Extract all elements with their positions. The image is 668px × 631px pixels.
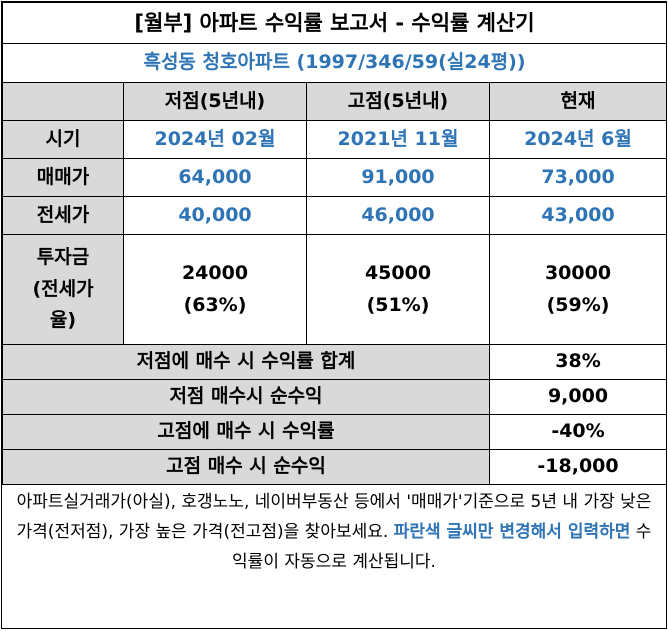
column-header-high: 고점(5년내) (306, 82, 490, 121)
investment-high-cell: 45000 (51%) (306, 234, 490, 345)
jeonse-price-low-cell[interactable]: 40,000 (123, 196, 307, 235)
investment-label-line: 투자금 (36, 245, 90, 268)
investment-amount: 30000 (544, 261, 612, 284)
yield-calculator-table: [월부] 아파트 수익률 보고서 - 수익률 계산기 흑성동 청호아파트 (19… (1, 2, 668, 485)
column-header-current: 현재 (488, 82, 668, 121)
sale-price-low-cell[interactable]: 64,000 (123, 158, 307, 197)
note-text-end: 수익률이 자동으로 계산됩니다. (232, 522, 652, 572)
investment-low-cell: 24000 (63%) (123, 234, 307, 345)
investment-ratio: (63%) (183, 293, 247, 316)
summary-value-low-yield: 38% (488, 344, 668, 380)
note-highlight: 파란색 글씨만 변경해서 입력하면 (393, 522, 631, 542)
summary-label-high-profit: 고점 매수 시 순수익 (2, 449, 490, 485)
investment-label-line: 율) (49, 309, 77, 332)
jeonse-price-high-cell[interactable]: 46,000 (306, 196, 490, 235)
period-current-cell[interactable]: 2024년 6월 (488, 120, 668, 159)
summary-label-high-yield: 고점에 매수 시 수익률 (2, 414, 490, 450)
investment-amount: 24000 (181, 261, 249, 284)
sale-price-current-cell[interactable]: 73,000 (488, 158, 668, 197)
investment-ratio: (59%) (546, 293, 610, 316)
investment-label-line: (전세가 (32, 277, 94, 300)
investment-current-cell: 30000 (59%) (488, 234, 668, 345)
summary-value-high-profit: -18,000 (488, 449, 668, 485)
summary-label-low-profit: 저점 매수시 순수익 (2, 379, 490, 415)
note-text: 아파트실거래가(아실), 호갱노노, 네이버부동산 등에서 '매매가'기준으로 … (16, 492, 652, 542)
row-label-investment: 투자금 (전세가 율) (2, 234, 124, 345)
summary-value-high-yield: -40% (488, 414, 668, 450)
instruction-note: 아파트실거래가(아실), 호갱노노, 네이버부동산 등에서 '매매가'기준으로 … (2, 485, 666, 577)
apartment-name[interactable]: 흑성동 청호아파트 (1997/346/59(실24평)) (1, 43, 668, 83)
investment-ratio: (51%) (366, 293, 430, 316)
row-label-sale-price: 매매가 (2, 158, 124, 197)
corner-cell (2, 82, 124, 121)
summary-label-low-yield: 저점에 매수 시 수익률 합계 (2, 344, 490, 380)
report-title: [월부] 아파트 수익률 보고서 - 수익률 계산기 (1, 2, 668, 44)
row-label-jeonse-price: 전세가 (2, 196, 124, 235)
investment-amount: 45000 (364, 261, 432, 284)
row-label-period: 시기 (2, 120, 124, 159)
period-low-cell[interactable]: 2024년 02월 (123, 120, 307, 159)
summary-value-low-profit: 9,000 (488, 379, 668, 415)
column-header-low: 저점(5년내) (123, 82, 307, 121)
jeonse-price-current-cell[interactable]: 43,000 (488, 196, 668, 235)
sale-price-high-cell[interactable]: 91,000 (306, 158, 490, 197)
period-high-cell[interactable]: 2021년 11월 (306, 120, 490, 159)
